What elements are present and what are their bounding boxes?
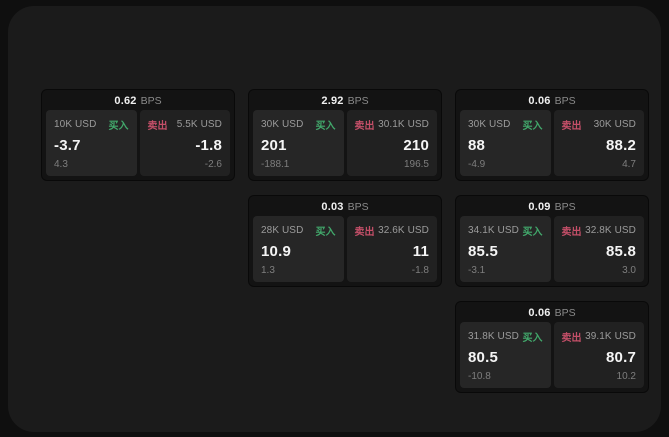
quote-card-body: 30K USD 买入 88 -4.9 卖出 30K USD 88.2 4.7 [456,110,648,180]
bps-unit: BPS [347,95,369,107]
buy-sub-value: 1.3 [261,265,275,276]
sell-tag-label: 卖出 [561,333,582,344]
bps-value: 0.06 [528,95,551,107]
sell-sub-value: 196.5 [403,159,429,170]
sell-main-value: 210 [403,137,429,154]
buy-sub-value: -3.1 [468,265,486,276]
bps-unit: BPS [554,95,576,107]
buy-panel[interactable]: 28K USD 买入 10.9 1.3 [253,216,344,282]
sell-main-value: 80.7 [606,349,636,366]
buy-tag-label: 买入 [522,333,543,344]
buy-tag-label: 买入 [522,227,543,238]
bps-header: 0.06 BPS [456,302,648,322]
sell-main-value: -1.8 [195,137,222,154]
quote-card-body: 28K USD 买入 10.9 1.3 卖出 32.6K USD 11 -1.8 [249,216,441,286]
buy-tag-label: 买入 [108,121,129,132]
bps-value: 0.03 [321,201,344,213]
buy-sub-value: -188.1 [261,159,290,170]
sell-panel[interactable]: 卖出 5.5K USD -1.8 -2.6 [139,110,230,176]
buy-panel[interactable]: 30K USD 买入 201 -188.1 [253,110,344,176]
sell-main-value: 88.2 [606,137,636,154]
bps-value: 0.06 [528,307,551,319]
notional-label: 10K USD [54,119,97,130]
quote-card: 0.62 BPS 10K USD 买入 -3.7 4.3 卖出 [41,89,235,181]
quote-card: 0.06 BPS 31.8K USD 买入 80.5 -10.8 卖出 [455,301,649,393]
quote-card: 0.03 BPS 28K USD 买入 10.9 1.3 卖出 [248,195,442,287]
bps-header: 0.09 BPS [456,196,648,216]
sell-tag-label: 卖出 [561,121,582,132]
buy-panel[interactable]: 31.8K USD 买入 80.5 -10.8 [460,322,551,388]
bps-header: 0.06 BPS [456,90,648,110]
sell-sub-value: -1.8 [411,265,429,276]
sell-tag-label: 卖出 [354,121,375,132]
sell-sub-value: 3.0 [622,265,636,276]
quotes-panel: 0.62 BPS 10K USD 买入 -3.7 4.3 卖出 [8,6,661,432]
buy-main-value: 201 [261,137,287,154]
quote-card: 0.09 BPS 34.1K USD 买入 85.5 -3.1 卖出 [455,195,649,287]
buy-tag-label: 买入 [315,227,336,238]
notional-label: 30K USD [593,119,636,130]
sell-sub-value: -2.6 [204,159,222,170]
notional-label: 30.1K USD [378,119,429,130]
bps-unit: BPS [554,307,576,319]
sell-panel[interactable]: 卖出 30.1K USD 210 196.5 [346,110,437,176]
buy-sub-value: -4.9 [468,159,486,170]
notional-label: 31.8K USD [468,331,519,342]
bps-header: 0.03 BPS [249,196,441,216]
quote-card: 2.92 BPS 30K USD 买入 201 -188.1 卖出 [248,89,442,181]
buy-panel[interactable]: 10K USD 买入 -3.7 4.3 [46,110,137,176]
buy-main-value: 80.5 [468,349,498,366]
buy-main-value: -3.7 [54,137,81,154]
bps-value: 0.09 [528,201,551,213]
buy-tag-label: 买入 [315,121,336,132]
sell-tag-label: 卖出 [561,227,582,238]
bps-value: 0.62 [114,95,137,107]
notional-label: 34.1K USD [468,225,519,236]
quote-card-grid: 0.62 BPS 10K USD 买入 -3.7 4.3 卖出 [41,89,649,393]
sell-main-value: 11 [412,243,429,260]
notional-label: 30K USD [468,119,511,130]
quote-card-body: 30K USD 买入 201 -188.1 卖出 30.1K USD 210 1… [249,110,441,180]
buy-panel[interactable]: 30K USD 买入 88 -4.9 [460,110,551,176]
buy-main-value: 85.5 [468,243,498,260]
buy-sub-value: 4.3 [54,159,68,170]
notional-label: 28K USD [261,225,304,236]
quote-card-body: 10K USD 买入 -3.7 4.3 卖出 5.5K USD -1.8 -2.… [42,110,234,180]
sell-tag-label: 卖出 [147,121,168,132]
sell-panel[interactable]: 卖出 32.8K USD 85.8 3.0 [553,216,644,282]
sell-panel[interactable]: 卖出 39.1K USD 80.7 10.2 [553,322,644,388]
bps-header: 2.92 BPS [249,90,441,110]
sell-sub-value: 4.7 [622,159,636,170]
sell-tag-label: 卖出 [354,227,375,238]
buy-main-value: 88 [468,137,486,154]
bps-header: 0.62 BPS [42,90,234,110]
bps-unit: BPS [140,95,162,107]
buy-tag-label: 买入 [522,121,543,132]
sell-main-value: 85.8 [606,243,636,260]
quote-card-body: 31.8K USD 买入 80.5 -10.8 卖出 39.1K USD 80.… [456,322,648,392]
notional-label: 32.6K USD [378,225,429,236]
buy-main-value: 10.9 [261,243,291,260]
notional-label: 39.1K USD [585,331,636,342]
bps-unit: BPS [347,201,369,213]
quote-card: 0.06 BPS 30K USD 买入 88 -4.9 卖出 [455,89,649,181]
bps-value: 2.92 [321,95,344,107]
buy-sub-value: -10.8 [468,371,491,382]
quote-card-body: 34.1K USD 买入 85.5 -3.1 卖出 32.8K USD 85.8… [456,216,648,286]
notional-label: 32.8K USD [585,225,636,236]
notional-label: 5.5K USD [176,119,222,130]
bps-unit: BPS [554,201,576,213]
sell-panel[interactable]: 卖出 30K USD 88.2 4.7 [553,110,644,176]
sell-panel[interactable]: 卖出 32.6K USD 11 -1.8 [346,216,437,282]
sell-sub-value: 10.2 [616,371,636,382]
buy-panel[interactable]: 34.1K USD 买入 85.5 -3.1 [460,216,551,282]
notional-label: 30K USD [261,119,304,130]
